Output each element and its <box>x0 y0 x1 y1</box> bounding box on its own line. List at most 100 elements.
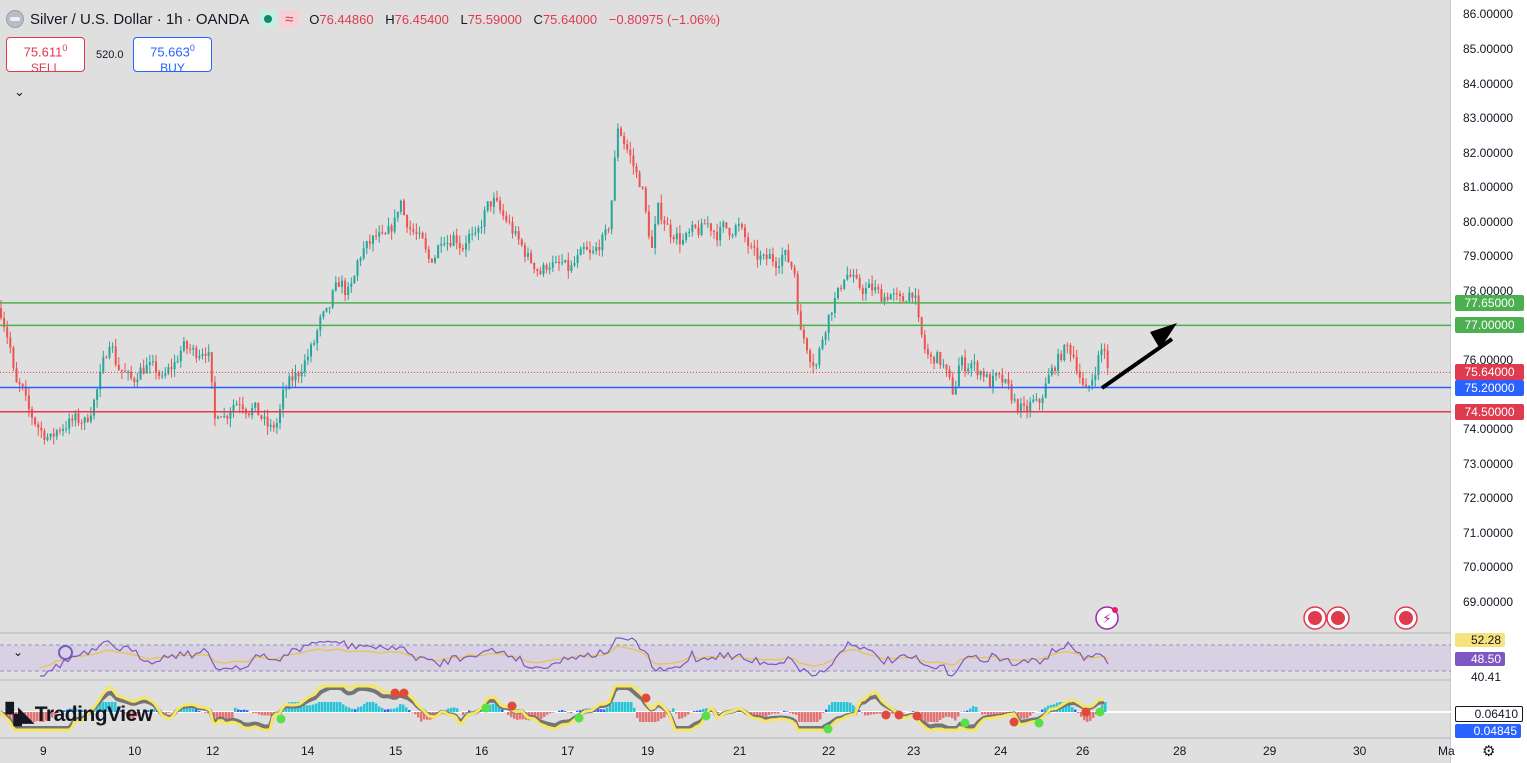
candle-body <box>347 286 350 296</box>
macd-histogram-bar <box>363 703 366 712</box>
macd-histogram-bar <box>1089 712 1092 721</box>
macd-histogram-bar <box>642 712 645 722</box>
macd-histogram-bar <box>849 702 852 712</box>
candle-body <box>1032 399 1035 402</box>
macd-histogram-bar <box>33 712 36 722</box>
candle-body <box>65 428 68 430</box>
rsi-collapse-chevron-icon[interactable]: ⌄ <box>12 645 24 659</box>
candle-body <box>843 279 846 289</box>
candle-body <box>269 424 272 427</box>
candle-body <box>542 264 545 275</box>
macd-histogram-bar <box>213 712 216 722</box>
macd-value-1-tag: 0.06410 <box>1455 706 1523 722</box>
candle-body <box>0 308 2 318</box>
candle-body <box>31 409 33 418</box>
rsi-refresh-icon[interactable] <box>58 645 73 660</box>
chevron-down-icon[interactable]: ⌄ <box>14 84 25 99</box>
candle-body <box>195 347 198 358</box>
candle-body <box>217 416 219 419</box>
candle-body <box>158 371 161 377</box>
macd-histogram-bar <box>342 704 345 712</box>
macd-histogram-bar <box>891 712 894 714</box>
candle-body <box>833 298 836 313</box>
candle-body <box>511 222 514 234</box>
macd-histogram-bar <box>228 712 231 722</box>
macd-histogram-bar <box>84 710 87 712</box>
macd-histogram-bar <box>447 708 450 712</box>
time-axis-label: 16 <box>475 744 489 758</box>
candle-body <box>635 166 638 173</box>
wave-icon[interactable]: ≈ <box>279 10 300 28</box>
macd-histogram-bar <box>96 706 99 712</box>
time-axis-label: 14 <box>301 744 315 758</box>
macd-histogram-bar <box>612 702 615 712</box>
candle-body <box>582 246 585 249</box>
macd-histogram-bar <box>558 710 561 712</box>
candle-body <box>604 229 607 236</box>
candle-body <box>753 246 756 248</box>
macd-histogram-bar <box>963 711 966 712</box>
macd-histogram-bar <box>354 709 357 712</box>
candle-body <box>889 294 892 300</box>
macd-histogram-bar <box>942 712 945 718</box>
price-scale-label: 80.00000 <box>1463 214 1514 229</box>
macd-histogram-bar <box>1080 712 1083 717</box>
candle-body <box>1069 345 1072 355</box>
macd-histogram-bar <box>375 703 378 712</box>
candle-body <box>505 215 508 222</box>
macd-histogram-bar <box>630 702 633 712</box>
symbol-title[interactable]: Silver / U.S. Dollar · 1h · OANDA <box>30 10 250 28</box>
candle-body <box>750 246 753 248</box>
macd-histogram-bar <box>351 708 354 712</box>
macd-histogram-bar <box>954 712 957 721</box>
market-status-icon[interactable] <box>259 10 278 28</box>
candle-body <box>254 402 257 408</box>
candle-body <box>9 337 12 348</box>
candle-body <box>396 211 399 218</box>
candle-body <box>595 247 598 251</box>
macd-histogram-bar <box>618 702 621 712</box>
macd-histogram-bar <box>984 712 987 715</box>
macd-histogram-bar <box>1002 712 1005 714</box>
macd-histogram-bar <box>537 712 540 720</box>
macd-histogram-bar <box>753 712 756 718</box>
candle-body <box>418 232 421 234</box>
macd-line <box>0 684 1105 732</box>
macd-histogram-bar <box>264 712 267 716</box>
macd-histogram-bar <box>246 710 249 712</box>
level-price-tag: 75.64000 <box>1455 364 1524 381</box>
macd-histogram-bar <box>168 712 171 713</box>
candle-body <box>226 415 229 419</box>
candle-body <box>1019 403 1022 411</box>
macd-histogram-bar <box>879 712 882 714</box>
macd-cross-marker <box>641 693 651 703</box>
macd-histogram-bar <box>303 705 306 712</box>
sell-button[interactable]: 75.6110 SELL <box>6 37 85 75</box>
macd-histogram-bar <box>384 709 387 712</box>
candle-body <box>102 357 105 372</box>
macd-histogram-bar <box>675 712 678 714</box>
candle-body <box>40 427 43 431</box>
macd-histogram-bar <box>189 707 192 712</box>
macd-histogram-bar <box>606 707 609 712</box>
price-scale-label: 85.00000 <box>1463 42 1514 56</box>
candle-body <box>387 225 390 234</box>
candle-body <box>796 274 799 312</box>
macd-histogram-bar <box>333 702 336 712</box>
candle-body <box>235 404 238 406</box>
macd-histogram-bar <box>687 712 690 715</box>
macd-histogram-bar <box>795 712 798 715</box>
price-scale-label: 72.00000 <box>1463 491 1514 506</box>
macd-histogram-bar <box>783 710 786 712</box>
macd-histogram-bar <box>1077 712 1080 714</box>
ohlc-values: O76.44860 H76.45400 L75.59000 C75.64000 … <box>309 11 721 27</box>
gear-icon[interactable]: ⚙ <box>1482 743 1496 760</box>
macd-histogram-bar <box>24 712 27 722</box>
candle-body <box>988 374 991 388</box>
macd-histogram-bar <box>204 712 207 713</box>
macd-histogram-bar <box>654 712 657 722</box>
tradingview-logo[interactable]: ▚◣ TradingView <box>6 702 153 727</box>
buy-button[interactable]: 75.6630 BUY <box>133 37 212 75</box>
candle-body <box>654 224 657 248</box>
